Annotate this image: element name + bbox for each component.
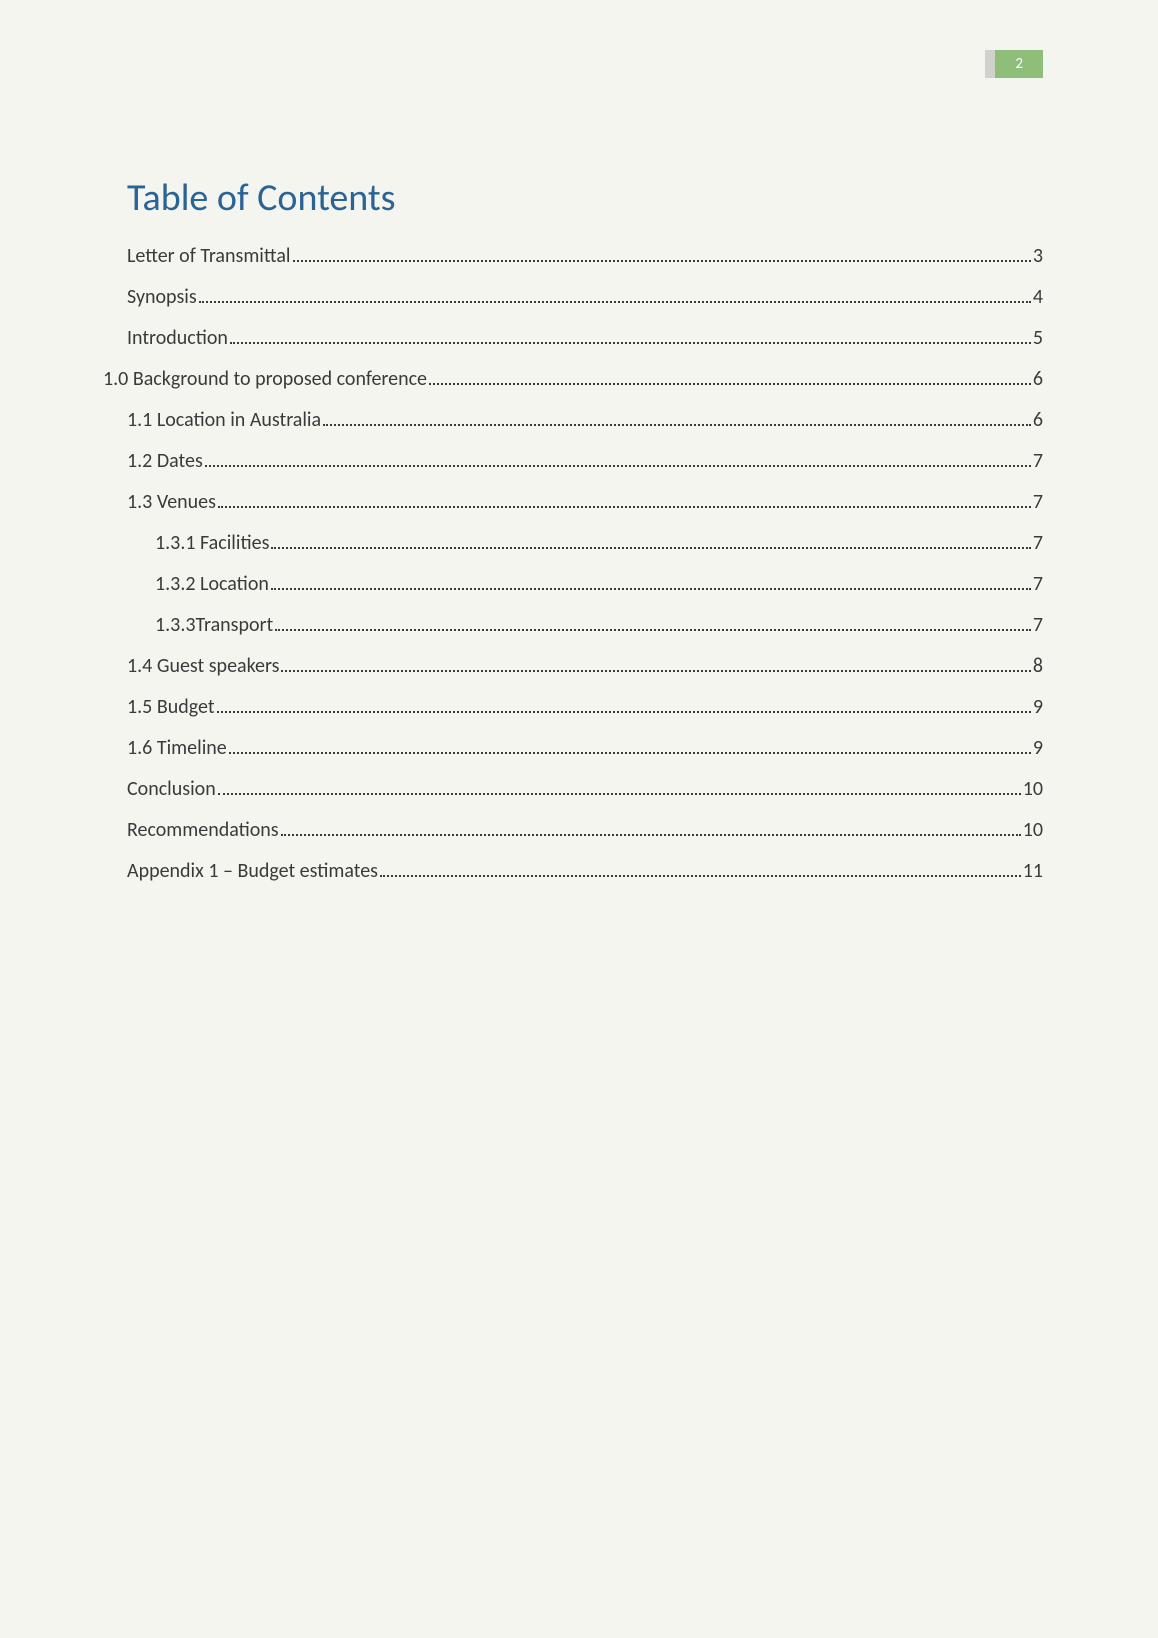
badge-accent	[985, 50, 995, 78]
toc-dots	[218, 775, 1021, 795]
toc-dots	[218, 488, 1031, 508]
toc-dots	[205, 447, 1031, 467]
toc-entry: 1.6 Timeline 9	[127, 731, 1043, 765]
toc-entry-label: Synopsis	[127, 280, 197, 314]
toc-dots	[230, 324, 1031, 344]
toc-entry: Recommendations 10	[127, 813, 1043, 847]
toc-dots	[199, 283, 1031, 303]
toc-entry-label: 1.6 Timeline	[127, 731, 227, 765]
toc-entry: 1.3 Venues 7	[127, 485, 1043, 519]
toc-container: Table of Contents Letter of Transmittal 3…	[115, 175, 1043, 888]
toc-entry-page: 3	[1033, 239, 1043, 273]
toc-entry-label: 1.1 Location in Australia	[127, 403, 321, 437]
toc-entry-page: 6	[1033, 403, 1043, 437]
toc-entry-label: Appendix 1 – Budget estimates	[127, 854, 378, 888]
toc-entry: 1.3.3Transport 7	[155, 608, 1043, 642]
toc-entry: Conclusion 10	[127, 772, 1043, 806]
toc-entry: Introduction 5	[127, 321, 1043, 355]
toc-dots	[271, 529, 1030, 549]
toc-entry: Synopsis 4	[127, 280, 1043, 314]
toc-entry-label: 1.5 Budget	[127, 690, 215, 724]
toc-dots	[429, 365, 1031, 385]
toc-entry-label: 1.4 Guest speakers	[127, 649, 279, 683]
toc-dots	[293, 242, 1031, 262]
toc-entry-page: 9	[1033, 731, 1043, 765]
toc-entry-page: 7	[1033, 526, 1043, 560]
toc-entry-label: Introduction	[127, 321, 228, 355]
toc-entry-page: 11	[1023, 854, 1043, 888]
toc-entry-page: 10	[1023, 813, 1043, 847]
toc-entry: 1.4 Guest speakers 8	[127, 649, 1043, 683]
toc-dots	[275, 611, 1031, 631]
toc-dots	[229, 734, 1031, 754]
document-page: 2 Table of Contents Letter of Transmitta…	[0, 0, 1158, 1638]
toc-entry-label: 1.2 Dates	[127, 444, 203, 478]
toc-entry: Appendix 1 – Budget estimates 11	[127, 854, 1043, 888]
toc-entry-label: Letter of Transmittal	[127, 239, 291, 273]
toc-entry-label: 1.0 Background to proposed conference	[103, 362, 427, 396]
toc-dots	[281, 816, 1021, 836]
toc-entry-page: 7	[1033, 444, 1043, 478]
toc-entry-page: 10	[1023, 772, 1043, 806]
toc-dots	[217, 693, 1031, 713]
toc-entry-label: 1.3.1 Facilities	[155, 526, 269, 560]
toc-entry-page: 8	[1033, 649, 1043, 683]
toc-dots	[323, 406, 1031, 426]
toc-dots	[271, 570, 1031, 590]
toc-entry-label: Conclusion	[127, 772, 216, 806]
toc-list: Letter of Transmittal 3 Synopsis 4 Introduct…	[115, 239, 1043, 888]
toc-entry: 1.2 Dates 7	[127, 444, 1043, 478]
toc-entry-page: 6	[1033, 362, 1043, 396]
toc-title: Table of Contents	[127, 175, 1043, 221]
toc-entry-page: 4	[1033, 280, 1043, 314]
toc-entry-label: 1.3.2 Location	[155, 567, 269, 601]
toc-entry-label: 1.3.3Transport	[155, 608, 273, 642]
toc-entry-page: 5	[1033, 321, 1043, 355]
page-number: 2	[995, 50, 1043, 78]
toc-entry-label: 1.3 Venues	[127, 485, 216, 519]
toc-entry: 1.3.2 Location 7	[155, 567, 1043, 601]
toc-entry: Letter of Transmittal 3	[127, 239, 1043, 273]
toc-entry: 1.1 Location in Australia 6	[127, 403, 1043, 437]
toc-entry: 1.5 Budget 9	[127, 690, 1043, 724]
toc-dots	[380, 857, 1021, 877]
toc-entry-label: Recommendations	[127, 813, 279, 847]
toc-entry-page: 7	[1033, 567, 1043, 601]
toc-entry-page: 9	[1033, 690, 1043, 724]
toc-entry: 1.0 Background to proposed conference 6	[103, 362, 1043, 396]
toc-entry-page: 7	[1033, 485, 1043, 519]
toc-dots	[281, 652, 1030, 672]
toc-entry: 1.3.1 Facilities 7	[155, 526, 1043, 560]
page-number-badge: 2	[985, 50, 1043, 78]
toc-entry-page: 7	[1033, 608, 1043, 642]
